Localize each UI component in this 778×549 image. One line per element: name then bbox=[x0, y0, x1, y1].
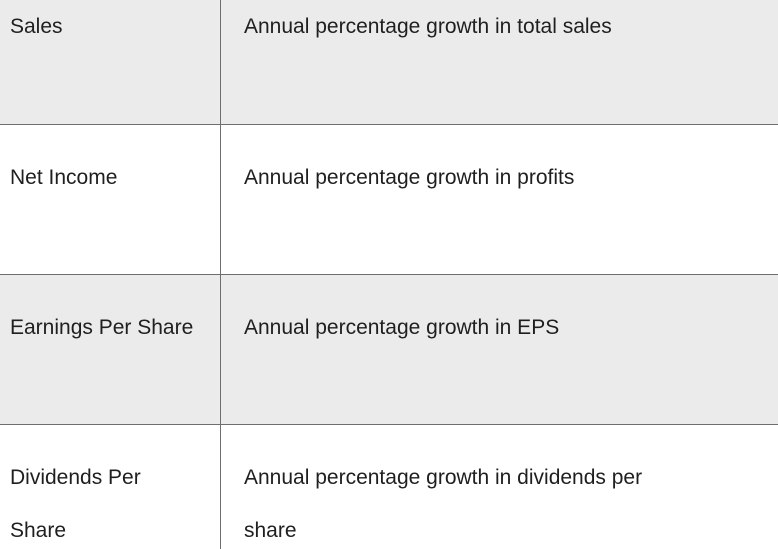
definition-cell: Annual percentage growth in profits bbox=[221, 125, 778, 274]
table-row-dividends-per-share: Dividends Per Share Annual percentage gr… bbox=[0, 424, 778, 549]
term-text: Dividends Per Share bbox=[10, 466, 141, 542]
table-row-earnings-per-share: Earnings Per Share Annual percentage gro… bbox=[0, 274, 778, 424]
definition-text: Annual percentage growth in profits bbox=[244, 166, 575, 189]
definition-cell: Annual percentage growth in total sales bbox=[221, 0, 778, 124]
term-cell: Dividends Per Share bbox=[0, 425, 221, 549]
term-text: Net Income bbox=[10, 166, 118, 189]
term-cell: Sales bbox=[0, 0, 221, 124]
definition-text: Annual percentage growth in total sales bbox=[244, 15, 612, 38]
term-cell: Earnings Per Share bbox=[0, 275, 221, 424]
term-text: Earnings Per Share bbox=[10, 316, 194, 339]
table-row-sales: Sales Annual percentage growth in total … bbox=[0, 0, 778, 124]
definition-text: Annual percentage growth in dividends pe… bbox=[244, 466, 643, 542]
term-cell: Net Income bbox=[0, 125, 221, 274]
definition-cell: Annual percentage growth in EPS bbox=[221, 275, 778, 424]
term-text: Sales bbox=[10, 15, 63, 38]
table-row-net-income: Net Income Annual percentage growth in p… bbox=[0, 124, 778, 274]
definition-cell: Annual percentage growth in dividends pe… bbox=[221, 425, 778, 549]
definition-text: Annual percentage growth in EPS bbox=[244, 316, 560, 339]
